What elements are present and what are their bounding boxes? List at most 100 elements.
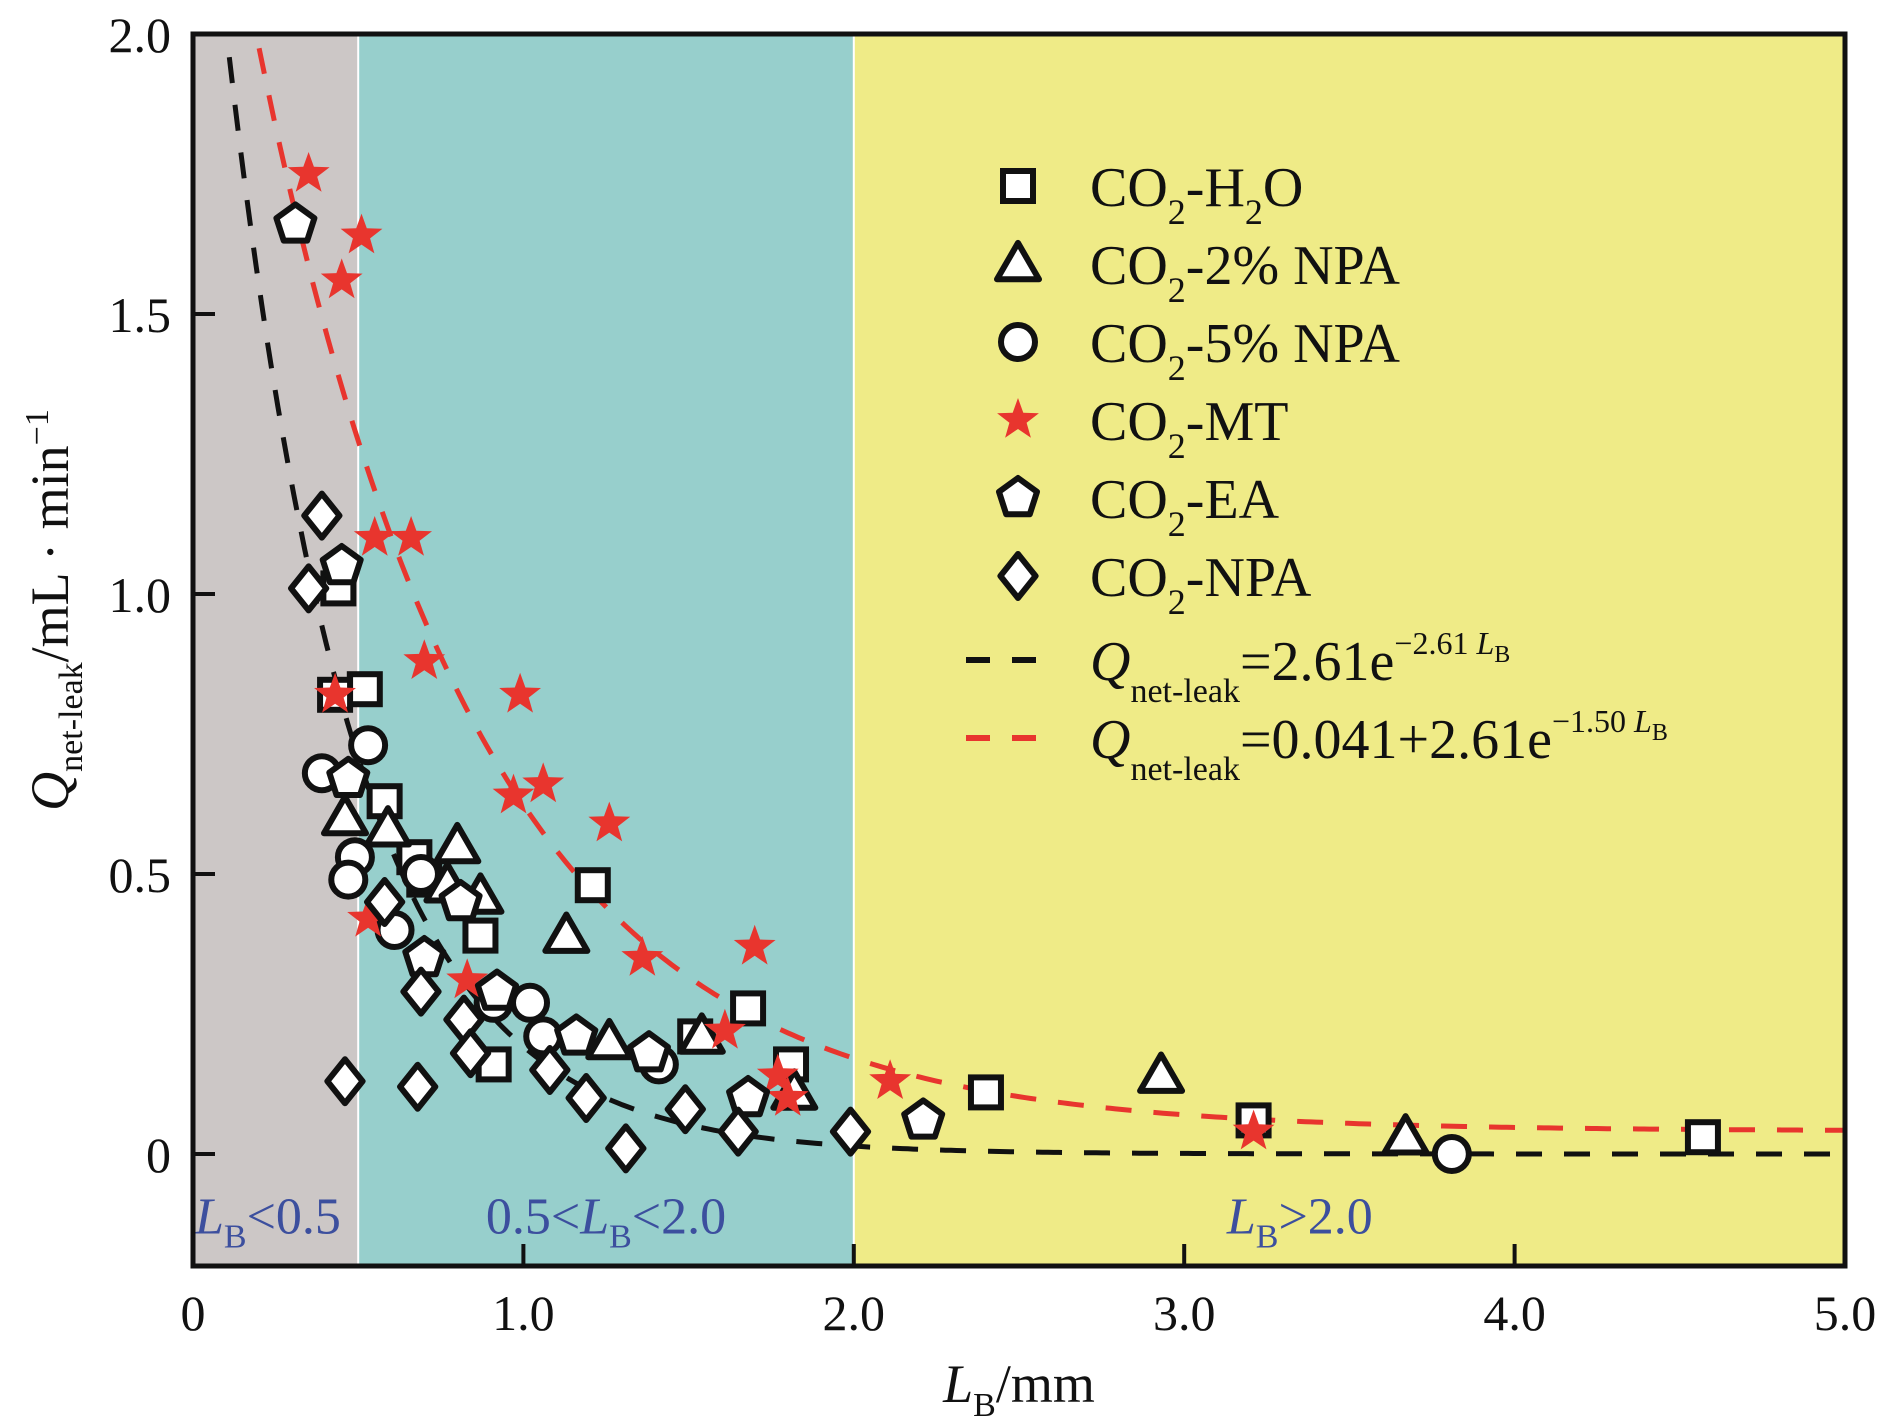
region-0 <box>193 34 359 1266</box>
axis-titles: LB/mm Qnet-leak/mL · min−1 <box>19 409 1095 1424</box>
circle-point <box>510 982 551 1023</box>
diamond-point <box>605 1123 647 1174</box>
data-points <box>273 152 1721 1174</box>
square-point <box>574 867 611 904</box>
x-tick-label: 4.0 <box>1483 1285 1546 1341</box>
triangle-point <box>1381 1113 1430 1156</box>
pentagon-point <box>554 1013 599 1056</box>
legend-label: CO2-EA <box>1090 469 1280 544</box>
circle-point <box>400 854 441 894</box>
star-point <box>446 958 489 999</box>
legend-marker-triangle <box>994 239 1042 283</box>
triangle-point <box>585 1017 634 1061</box>
pentagon-point <box>273 201 318 244</box>
circle-point <box>348 725 389 766</box>
triangle-point <box>433 821 482 865</box>
legend-marker-diamond <box>997 551 1039 601</box>
diamond-point <box>397 1061 439 1112</box>
triangle-point <box>542 911 591 954</box>
triangle-point <box>363 805 412 848</box>
pentagon-point <box>319 543 364 586</box>
pentagon-point <box>726 1075 771 1118</box>
diamond-point <box>664 1084 706 1135</box>
star-point <box>492 773 535 814</box>
star-point <box>1232 1109 1275 1150</box>
region-labels: LB<0.5 0.5<LB<2.0 LB>2.0 <box>194 1189 1373 1256</box>
y-tick-label: 1.0 <box>109 567 172 623</box>
star-point <box>522 762 565 803</box>
legend-marker-star <box>997 398 1039 438</box>
region-label-2: LB>2.0 <box>1226 1189 1373 1256</box>
star-point <box>621 936 664 976</box>
star-point <box>403 639 446 679</box>
diamond-point <box>301 490 343 541</box>
legend-marker-pentagon <box>996 475 1040 518</box>
series-star <box>287 152 1275 1150</box>
star-point <box>499 672 541 713</box>
star-point <box>340 213 383 254</box>
diamond-point <box>324 1056 366 1107</box>
legend-label: CO2-5% NPA <box>1090 313 1401 388</box>
diamond-point <box>529 1045 571 1095</box>
square-point <box>462 917 499 954</box>
pentagon-point <box>326 755 371 798</box>
legend-fit-label: Qnet-leak=2.61e−2.61 LB <box>1090 625 1510 710</box>
black-fit-curve <box>226 56 1845 1157</box>
region-2 <box>853 34 1845 1266</box>
square-point <box>730 990 767 1027</box>
plot-frame <box>190 31 1848 1269</box>
legend-label: CO2-H2O <box>1090 157 1303 232</box>
legend-fit-label: Qnet-leak=0.041+2.61e−1.50 LB <box>1090 703 1668 788</box>
y-tick-label: 1.5 <box>109 287 172 343</box>
legend-label: CO2-2% NPA <box>1090 235 1401 310</box>
diamond-point <box>400 966 442 1017</box>
star-point <box>733 924 776 965</box>
legend-marker-square <box>1000 168 1036 204</box>
region-backgrounds <box>193 34 1845 1266</box>
x-axis-title: LB/mm <box>942 1354 1095 1424</box>
star-point <box>756 1053 799 1094</box>
star-point <box>353 516 396 556</box>
y-tick-label: 0 <box>146 1127 171 1183</box>
star-point <box>320 258 363 299</box>
x-tick-label: 5.0 <box>1814 1285 1877 1341</box>
fit-curves <box>226 47 1845 1157</box>
pentagon-point <box>901 1097 946 1140</box>
region-label-0: LB<0.5 <box>194 1189 341 1256</box>
star-point <box>287 152 330 192</box>
star-point <box>704 1008 746 1049</box>
y-tick-label: 0.5 <box>109 847 172 903</box>
circle-point <box>1431 1134 1472 1174</box>
star-point <box>347 896 389 937</box>
diamond-point <box>449 1028 492 1079</box>
triangle-point <box>1137 1051 1186 1094</box>
star-point <box>588 801 631 842</box>
y-axis-title: Qnet-leak/mL · min−1 <box>19 409 90 811</box>
series-diamond <box>288 490 872 1174</box>
pentagon-point <box>438 879 483 922</box>
x-tick-label: 1.0 <box>492 1285 555 1341</box>
triangle-point <box>677 1012 726 1055</box>
pentagon-point <box>474 968 519 1011</box>
x-tick-label: 0 <box>181 1285 206 1341</box>
legend-label: CO2-NPA <box>1090 547 1312 622</box>
legend-marker-circle <box>998 322 1038 362</box>
y-tick-label: 2.0 <box>109 7 172 63</box>
triangle-point <box>320 793 369 837</box>
diamond-point <box>288 563 330 614</box>
region-label-1: 0.5<LB<2.0 <box>486 1189 726 1256</box>
square-point <box>967 1074 1004 1111</box>
diamond-point <box>364 877 406 927</box>
series-pentagon <box>273 201 946 1140</box>
diamond-point <box>565 1073 607 1123</box>
x-tick-label: 3.0 <box>1153 1285 1216 1341</box>
diamond-point <box>717 1106 759 1157</box>
circle-point <box>328 859 369 900</box>
star-point <box>314 672 356 713</box>
star-point <box>390 516 432 556</box>
star-point <box>766 1076 809 1116</box>
axes: 0 1.0 2.0 3.0 4.0 5.0 0 0.5 1.0 1.5 2.0 <box>109 7 1877 1341</box>
circle-point <box>523 1016 564 1057</box>
